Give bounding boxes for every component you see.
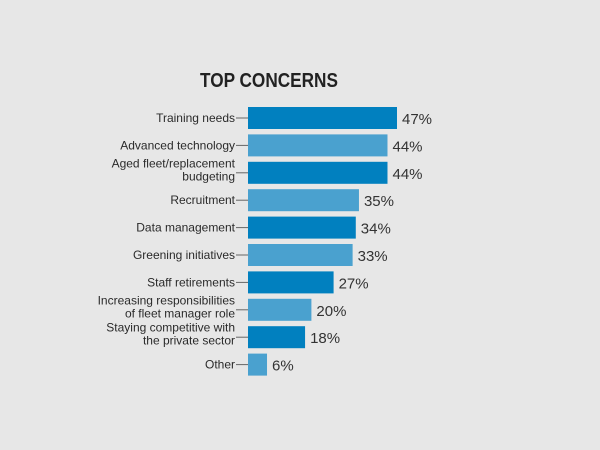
category-label: Data management [136,221,235,235]
bar [248,244,353,266]
bar [248,216,356,239]
value-label: 35% [364,193,394,210]
category-label: Staff retirements [147,275,235,289]
category-label: Aged fleet/replacement [112,156,236,170]
bar [248,161,388,184]
value-label: 47% [402,111,432,128]
value-label: 44% [392,138,422,155]
category-label: Greening initiatives [133,248,235,262]
bar [248,353,268,376]
bar [248,134,388,157]
category-label: Increasing responsibilities [98,293,235,307]
value-label: 18% [310,330,340,347]
value-label: 20% [316,303,346,320]
value-label: 34% [361,221,391,238]
value-label: 27% [339,275,369,292]
bar [248,107,397,129]
bar [248,298,312,321]
category-label: budgeting [182,169,235,183]
category-label: Training needs [156,111,235,125]
bar [248,271,334,294]
bar [248,326,306,349]
value-label: 33% [358,248,388,265]
category-label: of fleet manager role [125,306,235,320]
category-label: Staying competitive with [106,321,235,335]
bar [248,189,359,212]
category-label: Recruitment [170,193,235,207]
value-label: 44% [392,166,422,183]
category-label: Advanced technology [120,138,235,152]
category-label: Other [205,358,235,372]
value-label: 6% [272,358,294,375]
chart-title: TOP CONCERNS [200,70,338,92]
category-label: the private sector [143,334,235,348]
